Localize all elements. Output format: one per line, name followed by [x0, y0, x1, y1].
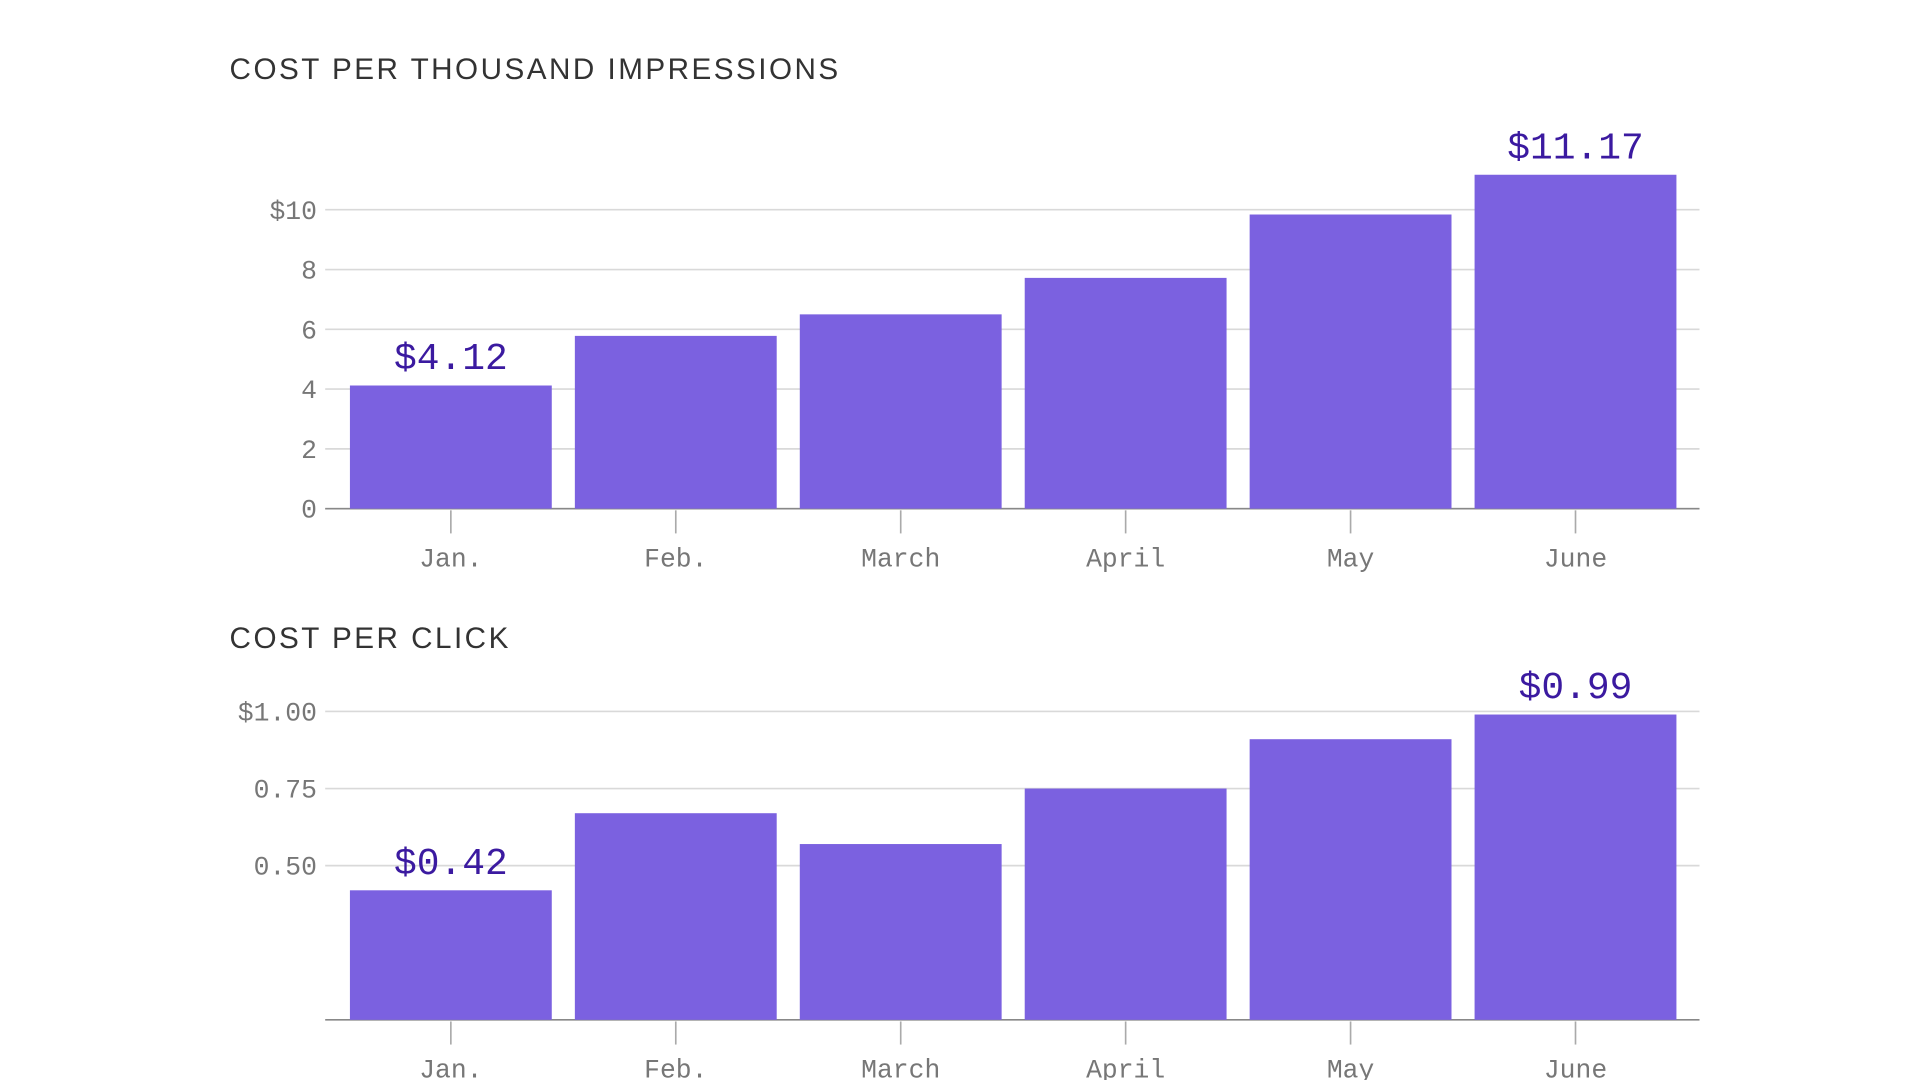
cpm-category-label: April — [1086, 544, 1165, 574]
cpc-category-label: March — [861, 1056, 940, 1080]
cpm-ytick-label: 8 — [301, 257, 317, 287]
cpc-bar — [349, 890, 552, 1020]
cpm-bar — [1249, 214, 1452, 509]
cpm-ytick-label: 2 — [301, 436, 317, 466]
cpc-ytick-label: $1.00 — [238, 699, 317, 729]
cpc-chart: COST PER CLICK 0.50 0.75 $1.00 Jan. Feb. Marc… — [230, 622, 1700, 1080]
cpc-category-label: Feb. — [644, 1056, 707, 1080]
cpm-ytick-label: $10 — [269, 197, 316, 227]
cpc-category-label: Jan. — [419, 1056, 482, 1080]
cpm-chart: COST PER THOUSAND IMPRESSIONS 0 2 4 6 8 $10 Ja… — [230, 53, 1700, 574]
cpm-data-label: $4.12 — [394, 338, 508, 381]
cpc-data-label: $0.99 — [1519, 667, 1633, 710]
cpm-category-label: March — [861, 544, 940, 574]
cpm-category-label: Jan. — [419, 544, 482, 574]
cpc-bar — [1474, 714, 1677, 1020]
cpm-bar — [1474, 174, 1677, 509]
cpm-bar — [349, 385, 552, 509]
cpc-ytick-label: 0.75 — [254, 776, 317, 806]
cpm-data-label: $11.17 — [1507, 127, 1644, 170]
cpm-bar — [1024, 277, 1227, 509]
cpm-category-label: Feb. — [644, 544, 707, 574]
cpm-bar — [574, 335, 777, 509]
cpm-ytick-label: 0 — [301, 496, 317, 526]
cpm-chart-title: COST PER THOUSAND IMPRESSIONS — [230, 53, 841, 86]
cpc-ytick-label: 0.50 — [254, 853, 317, 883]
cpm-ytick-label: 6 — [301, 316, 317, 346]
cpc-bar — [1024, 788, 1227, 1020]
cpc-bar — [799, 844, 1002, 1020]
cpm-category-label: June — [1544, 544, 1607, 574]
cpc-category-label: April — [1086, 1056, 1165, 1080]
cpc-bar — [574, 813, 777, 1020]
cpc-data-label: $0.42 — [394, 843, 508, 886]
cpc-category-label: June — [1544, 1056, 1607, 1080]
cpm-bar — [799, 314, 1002, 509]
cpc-chart-title: COST PER CLICK — [230, 622, 511, 655]
cpm-ytick-label: 4 — [301, 376, 317, 406]
cpc-bar — [1249, 739, 1452, 1020]
cpm-category-label: May — [1327, 544, 1374, 574]
cpc-category-label: May — [1327, 1056, 1374, 1080]
